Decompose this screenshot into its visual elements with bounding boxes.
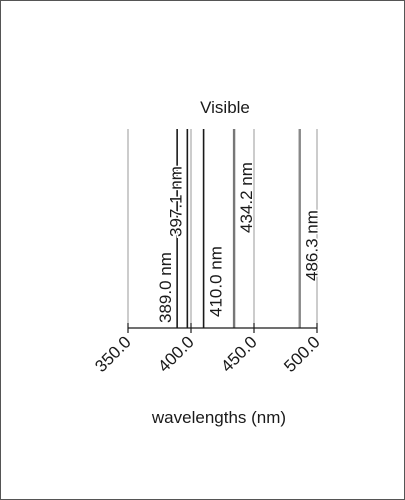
x-tick-label-0: 350.0 — [91, 332, 135, 376]
x-tick-label-3: 500.0 — [280, 332, 324, 376]
visible-region-label: Visible — [200, 98, 250, 117]
spectral-line-labels: 389.0 nm 397.1 nm 410.0 nm 434.2 nm 486.3 nm — [155, 161, 324, 325]
x-axis-tick-labels: 350.0 400.0 450.0 500.0 — [91, 332, 324, 376]
x-axis-ticks — [127, 323, 318, 333]
spectral-lines — [176, 129, 301, 328]
x-tick-label-2: 450.0 — [217, 332, 261, 376]
spectral-line-label-2: 410.0 nm — [207, 246, 226, 317]
background-lines — [127, 129, 318, 328]
spectral-line-label-3: 434.2 nm — [237, 162, 256, 233]
x-tick-label-1: 400.0 — [154, 332, 198, 376]
spectral-line-label-0: 389.0 nm — [156, 252, 175, 323]
spectral-line-label-4: 486.3 nm — [303, 210, 322, 281]
x-axis-label: wavelengths (nm) — [151, 408, 286, 427]
spectral-line-label-1: 397.1 nm — [166, 166, 185, 237]
